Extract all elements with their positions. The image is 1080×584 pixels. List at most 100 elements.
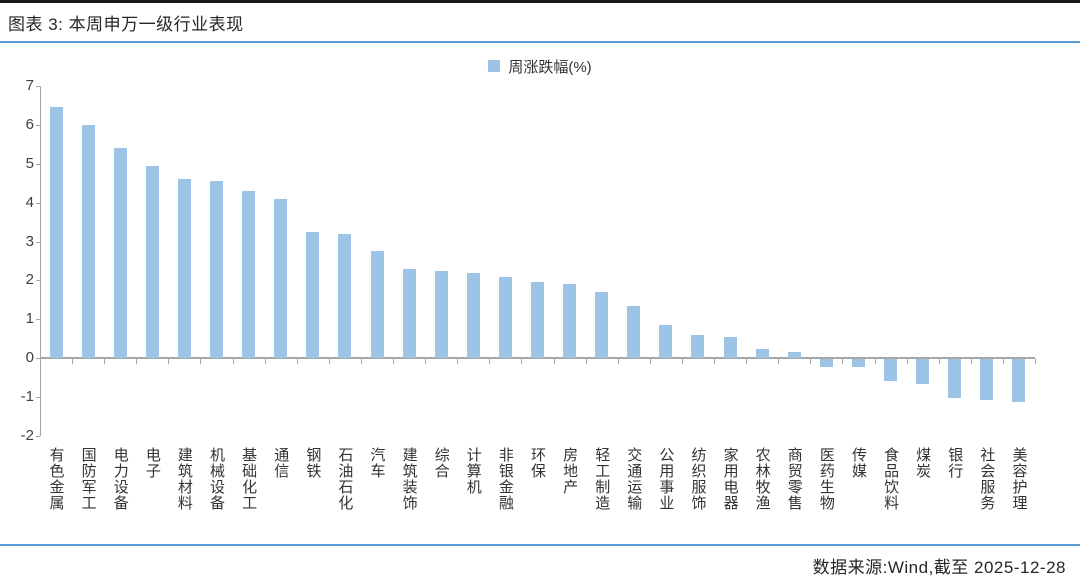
x-axis-category-label: 传媒 xyxy=(842,447,874,479)
x-axis-tick-mark xyxy=(232,359,234,365)
x-axis-category-label: 食品饮料 xyxy=(875,447,907,511)
x-axis-tick-mark xyxy=(649,359,651,365)
y-axis-tick-mark xyxy=(36,241,40,243)
x-axis-category-label: 有色金属 xyxy=(40,447,72,511)
bar xyxy=(338,233,352,359)
x-axis-category-text: 美容护理 xyxy=(1010,447,1028,512)
x-axis-category-text: 煤炭 xyxy=(914,447,932,480)
figure-title: 图表 3: 本周申万一级行业表现 xyxy=(8,15,244,34)
legend-label: 周涨跌幅(%) xyxy=(508,58,592,76)
bar xyxy=(659,325,673,359)
x-axis-category-label: 钢铁 xyxy=(297,447,329,479)
y-axis-tick-label: 6 xyxy=(25,115,34,133)
y-axis-tick-mark xyxy=(36,319,40,321)
footer-divider xyxy=(0,544,1080,546)
x-axis-category-label: 美容护理 xyxy=(1003,447,1035,511)
x-axis-category-label: 计算机 xyxy=(457,447,489,495)
x-axis-category-label: 家用电器 xyxy=(714,447,746,511)
x-axis-category-label: 环保 xyxy=(521,447,553,479)
bar xyxy=(916,359,930,385)
x-axis-tick-mark xyxy=(1035,359,1036,365)
x-axis-tick-mark xyxy=(970,359,972,365)
bar xyxy=(145,165,159,359)
bar xyxy=(595,292,609,359)
y-axis-tick-label: 0 xyxy=(25,349,34,367)
y-axis-tick-label: 4 xyxy=(25,193,34,211)
x-axis-category-label: 石油石化 xyxy=(329,447,361,511)
x-axis-tick-mark xyxy=(521,359,523,365)
x-axis-tick-mark xyxy=(136,359,138,365)
x-axis-category-text: 轻工制造 xyxy=(593,447,611,512)
bar xyxy=(177,179,191,359)
x-axis-category-label: 煤炭 xyxy=(907,447,939,479)
x-axis-category-label: 农林牧渔 xyxy=(746,447,778,511)
x-axis-category-text: 家用电器 xyxy=(721,447,739,512)
x-axis-category-label: 机械设备 xyxy=(200,447,232,511)
bar xyxy=(980,359,994,401)
x-axis-category-text: 建筑装饰 xyxy=(400,447,418,512)
x-axis-tick-mark xyxy=(168,359,170,365)
y-axis-tick-mark xyxy=(36,436,40,437)
bar xyxy=(370,251,384,359)
bar-chart: -2 -1 0 1 2 3 4 5 6 7 有色金属 国防军工 电力设备 电子 建筑材料 机械设备 基础化工 通信… xyxy=(20,78,1036,512)
y-axis-tick-mark xyxy=(36,202,40,204)
bar xyxy=(498,276,512,359)
bar xyxy=(306,231,320,359)
x-axis-category-label: 轻工制造 xyxy=(586,447,618,511)
y-axis-tick-label: -2 xyxy=(20,427,34,444)
bar xyxy=(466,272,480,359)
x-axis-tick-mark xyxy=(360,359,362,365)
x-axis-category-label: 银行 xyxy=(939,447,971,479)
bar xyxy=(948,359,962,399)
y-axis-tick-mark xyxy=(36,280,40,282)
x-axis-category-text: 纺织服饰 xyxy=(689,447,707,512)
x-axis-category-text: 钢铁 xyxy=(304,447,322,480)
chart-legend: 周涨跌幅(%) xyxy=(0,56,1080,76)
x-axis-tick-mark xyxy=(778,359,780,365)
top-border xyxy=(0,0,1080,3)
bar xyxy=(819,359,833,367)
x-axis-category-text: 公用事业 xyxy=(657,447,675,512)
x-axis-category-text: 社会服务 xyxy=(978,447,996,512)
x-axis-category-label: 房地产 xyxy=(554,447,586,495)
x-axis-category-text: 综合 xyxy=(432,447,450,480)
x-axis-tick-mark xyxy=(1002,359,1004,365)
bar xyxy=(81,124,95,359)
x-axis-category-text: 商贸零售 xyxy=(785,447,803,512)
x-axis-tick-mark xyxy=(746,359,748,365)
x-axis-category-label: 纺织服饰 xyxy=(682,447,714,511)
x-axis-tick-mark xyxy=(714,359,716,365)
x-axis-category-text: 银行 xyxy=(946,447,964,480)
bar xyxy=(402,268,416,359)
x-axis-category-text: 食品饮料 xyxy=(882,447,900,512)
legend-swatch-icon xyxy=(488,60,501,72)
x-axis-tick-mark xyxy=(874,359,876,365)
x-axis-category-label: 建筑装饰 xyxy=(393,447,425,511)
x-axis-category-text: 传媒 xyxy=(849,447,867,480)
x-axis-line xyxy=(40,357,1035,360)
x-axis-category-label: 综合 xyxy=(425,447,457,479)
x-axis-tick-mark xyxy=(842,359,844,365)
x-axis-category-label: 交通运输 xyxy=(618,447,650,511)
x-axis-category-text: 计算机 xyxy=(464,447,482,496)
x-axis-category-text: 电子 xyxy=(143,447,161,480)
bar xyxy=(691,334,705,359)
bar xyxy=(274,198,288,359)
bar xyxy=(434,270,448,359)
x-axis-category-text: 农林牧渔 xyxy=(753,447,771,512)
x-axis-category-label: 商贸零售 xyxy=(778,447,810,511)
x-axis-category-label: 非银金融 xyxy=(489,447,521,511)
x-axis-tick-mark xyxy=(296,359,298,365)
bar xyxy=(113,148,127,359)
x-axis-category-text: 建筑材料 xyxy=(175,447,193,512)
x-axis-tick-mark xyxy=(681,359,683,365)
y-axis-tick-mark xyxy=(36,86,40,87)
x-axis-tick-mark xyxy=(72,359,74,365)
y-axis-tick-label: 5 xyxy=(25,154,34,172)
x-axis-tick-mark xyxy=(328,359,330,365)
x-axis-category-label: 建筑材料 xyxy=(168,447,200,511)
x-axis-tick-mark xyxy=(425,359,427,365)
y-axis-tick-label: 3 xyxy=(25,232,34,250)
x-axis-tick-mark xyxy=(200,359,202,365)
y-axis-tick-label: -1 xyxy=(20,388,34,406)
